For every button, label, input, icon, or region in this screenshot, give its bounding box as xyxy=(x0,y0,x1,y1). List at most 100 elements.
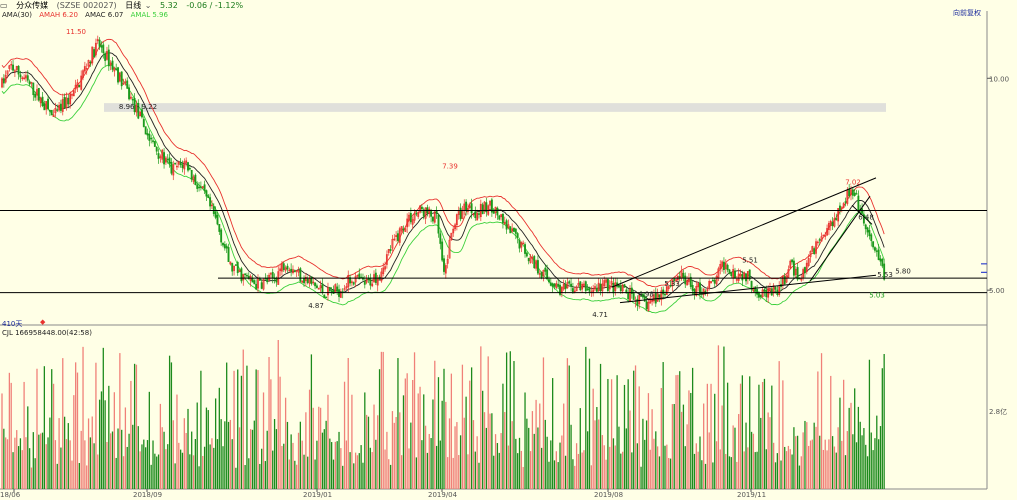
candle-up xyxy=(23,77,26,79)
volume-bar-down xyxy=(813,422,815,489)
volume-bar-down xyxy=(835,452,837,489)
volume-bar-down xyxy=(435,445,438,489)
candle-up xyxy=(94,42,97,56)
candle-up xyxy=(850,189,852,195)
candle-down xyxy=(328,286,331,292)
candle-up xyxy=(807,258,810,266)
volume-bar-down xyxy=(187,408,189,489)
candle-up xyxy=(621,284,624,292)
candle-up xyxy=(124,81,127,83)
volume-title[interactable]: CJL xyxy=(2,329,13,337)
volume-bar-up xyxy=(469,380,471,489)
volume-bar-up xyxy=(354,452,357,489)
candle-up xyxy=(398,228,401,243)
volume-bar-up xyxy=(697,451,699,489)
volume-bar-down xyxy=(423,394,425,489)
candle-down xyxy=(553,283,556,287)
volume-bar-up xyxy=(719,449,721,489)
candle-up xyxy=(737,273,740,281)
x-tick-label: 2019/04 xyxy=(428,491,458,499)
volume-bar-down xyxy=(415,457,418,489)
volume-bar-down xyxy=(316,440,318,489)
candle-up xyxy=(715,276,718,285)
candle-up xyxy=(719,264,722,270)
volume-bar-down xyxy=(874,438,876,489)
volume-bar-down xyxy=(863,428,865,489)
price-annotation: 4.98 xyxy=(638,290,654,298)
volume-bar-up xyxy=(95,362,97,489)
candle-up xyxy=(455,214,458,226)
candle-down xyxy=(253,280,256,285)
volume-bar-down xyxy=(181,452,184,489)
indicator-title[interactable]: AMA(30) xyxy=(2,11,32,19)
volume-bar-up xyxy=(458,455,460,489)
volume-bar-up xyxy=(424,425,427,489)
volume-bar-up xyxy=(351,394,353,489)
candle-up xyxy=(10,64,13,66)
candle-down xyxy=(205,190,208,197)
candle-down xyxy=(244,273,247,276)
volume-bar-up xyxy=(575,443,578,489)
volume-bar-down xyxy=(726,382,729,489)
volume-bar-down xyxy=(264,461,267,489)
candle-down xyxy=(669,285,672,287)
candle-up xyxy=(468,205,471,208)
candle-down xyxy=(866,227,869,233)
volume-bar-up xyxy=(609,446,611,489)
volume-bar-down xyxy=(498,452,500,489)
volume-bar-up xyxy=(6,439,9,489)
candle-down xyxy=(247,275,250,280)
candle-up xyxy=(794,268,797,275)
candle-down xyxy=(831,222,834,227)
candle-down xyxy=(422,209,425,217)
candle-down xyxy=(734,270,736,279)
candle-down xyxy=(844,201,847,203)
chevron-down-icon[interactable]: ⌄ xyxy=(144,1,152,10)
volume-bar-up xyxy=(590,465,592,489)
volume-bar-down xyxy=(758,384,760,489)
price-annotation: 4.87 xyxy=(308,302,324,310)
volume-bar-up xyxy=(708,432,710,489)
candle-up xyxy=(15,65,18,70)
candle-down xyxy=(303,278,305,284)
candle-down xyxy=(34,93,37,98)
volume-bar-down xyxy=(478,462,480,489)
candle-up xyxy=(594,286,596,290)
candle-down xyxy=(37,87,40,101)
volume-bar-up xyxy=(408,448,410,489)
volume-bar-up xyxy=(343,381,346,489)
candle-up xyxy=(387,248,390,253)
candle-down xyxy=(606,279,609,291)
period-selector[interactable]: 日线 xyxy=(125,1,142,10)
volume-bar-down xyxy=(625,428,627,489)
candle-down xyxy=(636,298,639,306)
candle-up xyxy=(295,269,298,272)
volume-bar-up xyxy=(671,404,674,489)
volume-bar-up xyxy=(106,442,108,489)
volume-bar-up xyxy=(522,466,524,489)
volume-bar-up xyxy=(73,395,75,489)
volume-bar-up xyxy=(601,435,604,489)
volume-bar-down xyxy=(303,454,305,489)
candle-up xyxy=(382,267,385,275)
volume-bar-up xyxy=(830,375,832,489)
candle-up xyxy=(317,287,320,290)
volume-bar-down xyxy=(502,383,504,489)
volume-bar-up xyxy=(417,393,419,489)
candle-up xyxy=(6,70,9,75)
volume-bar-down xyxy=(443,368,445,489)
candle-down xyxy=(323,294,326,299)
candle-up xyxy=(827,223,830,231)
candle-up xyxy=(279,268,282,272)
volume-bar-down xyxy=(745,422,747,489)
candle-down xyxy=(187,162,189,171)
volume-bar-up xyxy=(308,389,311,489)
volume-bar-up xyxy=(483,412,486,489)
adjust-mode-label[interactable]: 向前复权 xyxy=(953,9,981,17)
candle-down xyxy=(32,82,35,96)
candle-down xyxy=(218,224,221,232)
candle-up xyxy=(667,286,670,290)
volume-bar-down xyxy=(544,419,546,489)
candle-up xyxy=(76,82,79,88)
volume-bar-down xyxy=(174,463,176,489)
